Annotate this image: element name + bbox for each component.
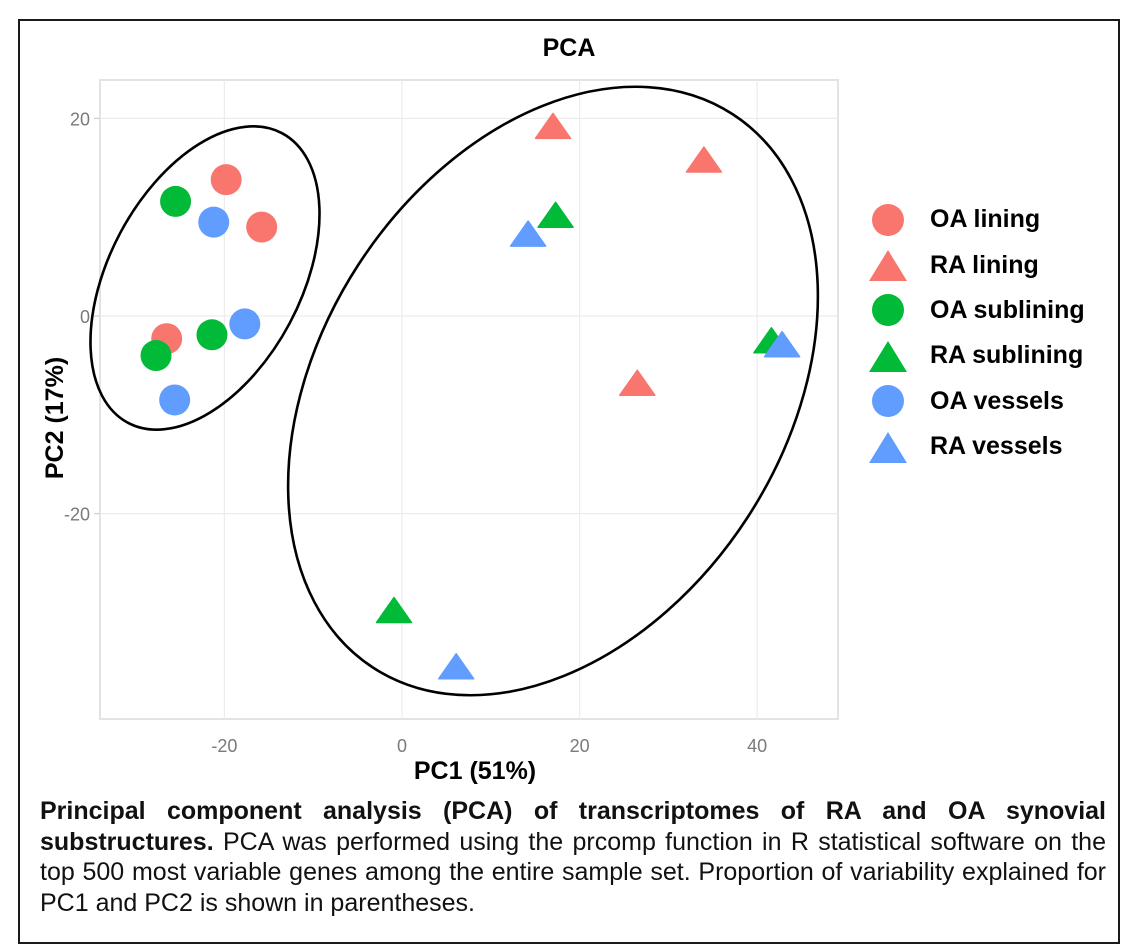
oa-lining-point [246, 211, 278, 243]
legend-item: RA sublining [866, 333, 1085, 378]
legend-label: RA sublining [930, 341, 1084, 370]
ra-vessels-point [437, 653, 475, 680]
ra-cluster-ellipse [286, 85, 820, 697]
ra-vessels-point [763, 330, 801, 358]
oa-vessels-point [198, 206, 230, 238]
legend: OA lining RA lining OA sublining RA subl… [866, 197, 1085, 469]
y-tick-label: 0 [80, 307, 90, 327]
legend-item: OA sublining [866, 288, 1085, 333]
legend-label: OA vessels [930, 386, 1064, 415]
oa-cluster-ellipse [89, 125, 321, 431]
figure-caption: Principal component analysis (PCA) of tr… [40, 796, 1106, 918]
legend-circle-green-icon [872, 294, 904, 327]
legend-triangle-red-icon [869, 250, 907, 282]
ra-sublining-point [375, 596, 413, 624]
legend-triangle-green-icon [869, 340, 907, 372]
y-axis-ticks: -20 0 20 [64, 109, 100, 525]
oa-vessels-point [159, 384, 191, 416]
ra-sublining-point [537, 201, 574, 229]
x-tick-label: 0 [397, 736, 407, 756]
y-tick-label: 20 [70, 109, 90, 129]
ra-lining-point [685, 146, 723, 173]
figure-frame [18, 19, 1120, 944]
x-axis-label: PC1 (51%) [414, 757, 536, 785]
legend-triangle-blue-icon [869, 431, 907, 463]
chart-title: PCA [543, 34, 596, 62]
oa-vessels-point [229, 308, 261, 340]
legend-label: OA sublining [930, 295, 1085, 324]
legend-item: OA lining [866, 197, 1085, 242]
ra-lining-point [619, 369, 656, 396]
ra-lining-point [534, 112, 572, 140]
caption-text: PCA was performed using the prcomp funct… [40, 827, 1106, 917]
legend-label: RA lining [930, 250, 1039, 279]
legend-circle-red-icon [872, 203, 904, 236]
data-points [140, 112, 801, 680]
oa-sublining-point [140, 340, 172, 372]
legend-label: OA lining [930, 205, 1041, 234]
x-tick-label: -20 [211, 736, 237, 756]
x-axis-ticks: -20 0 20 40 [211, 736, 767, 756]
x-tick-label: 20 [570, 736, 590, 756]
legend-item: RA lining [866, 242, 1085, 287]
legend-circle-blue-icon [872, 385, 904, 418]
oa-sublining-point [196, 319, 228, 351]
legend-item: OA vessels [866, 379, 1085, 424]
oa-sublining-point [160, 185, 192, 217]
x-tick-label: 40 [747, 736, 767, 756]
y-tick-label: -20 [64, 505, 90, 525]
cluster-ellipses [89, 85, 820, 697]
plot-panel [99, 79, 839, 720]
caption-title: Principal component analysis (PCA) of tr… [40, 797, 1106, 856]
y-axis-label: PC2 (17%) [41, 357, 69, 479]
ra-vessels-point [509, 220, 547, 247]
oa-lining-point [210, 164, 242, 196]
legend-label: RA vessels [930, 432, 1063, 461]
legend-item: RA vessels [866, 424, 1085, 469]
gridlines [100, 80, 838, 719]
